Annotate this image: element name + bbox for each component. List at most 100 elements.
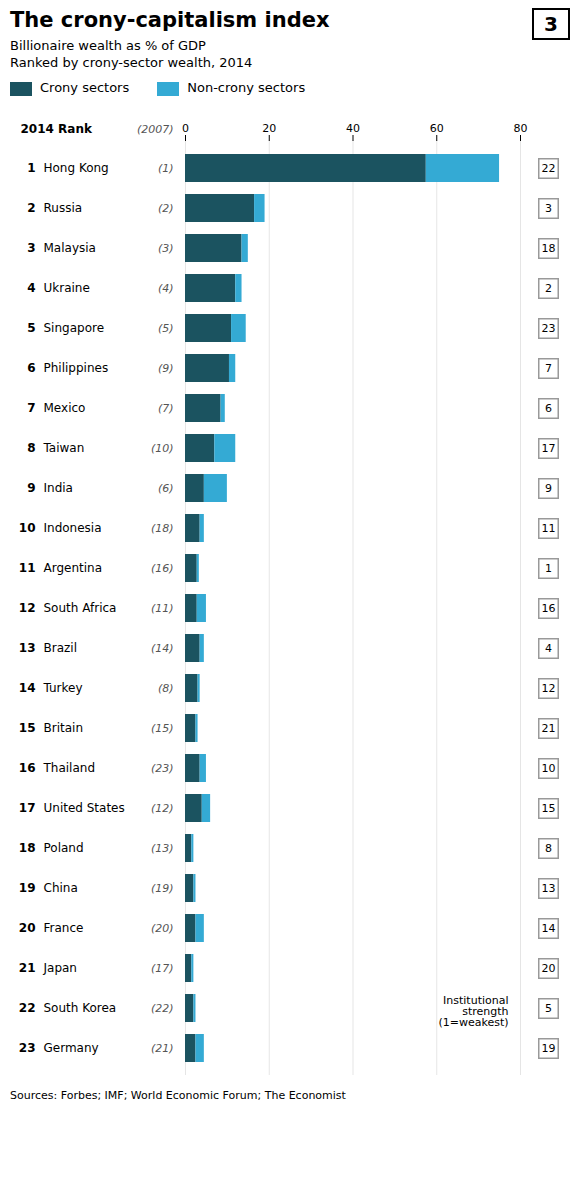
- svg-text:(2007): (2007): [137, 122, 174, 135]
- svg-text:3: 3: [545, 202, 552, 215]
- svg-text:19: 19: [542, 1042, 556, 1055]
- svg-text:9: 9: [545, 482, 552, 495]
- svg-text:80: 80: [514, 121, 528, 134]
- svg-text:Taiwan: Taiwan: [43, 441, 85, 455]
- svg-text:(7): (7): [158, 402, 174, 415]
- svg-text:South Africa: South Africa: [44, 601, 117, 615]
- svg-text:3: 3: [27, 241, 35, 255]
- svg-text:(4): (4): [158, 282, 174, 295]
- svg-text:0: 0: [182, 121, 189, 134]
- svg-text:23: 23: [542, 322, 556, 335]
- svg-text:13: 13: [19, 641, 36, 655]
- svg-text:China: China: [44, 881, 78, 895]
- svg-text:(10): (10): [151, 442, 174, 455]
- svg-text:20: 20: [542, 962, 556, 975]
- svg-text:5: 5: [27, 321, 35, 335]
- svg-text:Japan: Japan: [43, 961, 77, 975]
- svg-text:(5): (5): [158, 322, 174, 335]
- svg-text:Germany: Germany: [44, 1041, 99, 1055]
- svg-text:13: 13: [542, 882, 556, 895]
- svg-text:Russia: Russia: [44, 201, 83, 215]
- svg-text:(22): (22): [151, 1002, 174, 1015]
- svg-text:Indonesia: Indonesia: [44, 521, 102, 535]
- svg-text:India: India: [44, 481, 73, 495]
- svg-text:(16): (16): [151, 562, 174, 575]
- svg-text:8: 8: [27, 441, 35, 455]
- svg-text:21: 21: [542, 722, 556, 735]
- svg-text:Poland: Poland: [44, 841, 84, 855]
- svg-text:8: 8: [545, 842, 552, 855]
- svg-text:15: 15: [542, 802, 556, 815]
- svg-text:Turkey: Turkey: [43, 681, 83, 695]
- svg-text:4: 4: [27, 281, 35, 295]
- svg-text:Ukraine: Ukraine: [44, 281, 90, 295]
- svg-text:Argentina: Argentina: [44, 561, 103, 575]
- svg-text:5: 5: [545, 1002, 552, 1015]
- svg-text:7: 7: [27, 401, 35, 415]
- svg-text:(14): (14): [151, 642, 174, 655]
- svg-text:South Korea: South Korea: [44, 1001, 117, 1015]
- svg-text:2014 Rank: 2014 Rank: [21, 121, 93, 135]
- svg-text:(2): (2): [158, 202, 174, 215]
- svg-text:22: 22: [19, 1001, 36, 1015]
- svg-text:(23): (23): [151, 762, 174, 775]
- svg-text:11: 11: [19, 561, 36, 575]
- svg-text:(20): (20): [151, 922, 174, 935]
- svg-text:22: 22: [542, 162, 556, 175]
- svg-text:7: 7: [545, 362, 552, 375]
- svg-text:10: 10: [542, 762, 556, 775]
- svg-text:2: 2: [27, 201, 35, 215]
- svg-text:16: 16: [542, 602, 556, 615]
- svg-text:(3): (3): [158, 242, 174, 255]
- svg-text:11: 11: [542, 522, 556, 535]
- svg-text:(12): (12): [151, 802, 174, 815]
- svg-text:16: 16: [19, 761, 36, 775]
- svg-text:Thailand: Thailand: [43, 761, 96, 775]
- svg-text:6: 6: [545, 402, 552, 415]
- svg-text:2: 2: [545, 282, 552, 295]
- svg-text:9: 9: [27, 481, 35, 495]
- svg-text:Institutionalstrength(1=weakes: Institutionalstrength(1=weakest): [438, 993, 508, 1028]
- svg-text:60: 60: [430, 121, 444, 134]
- svg-text:(8): (8): [158, 682, 174, 695]
- svg-text:(18): (18): [151, 522, 174, 535]
- svg-text:Hong Kong: Hong Kong: [44, 161, 109, 175]
- svg-text:United States: United States: [44, 801, 125, 815]
- svg-text:40: 40: [346, 121, 360, 134]
- svg-text:(21): (21): [151, 1042, 174, 1055]
- svg-text:14: 14: [542, 922, 556, 935]
- svg-text:4: 4: [545, 642, 552, 655]
- svg-text:19: 19: [19, 881, 36, 895]
- svg-text:1: 1: [545, 562, 552, 575]
- svg-text:Mexico: Mexico: [44, 401, 86, 415]
- svg-text:Malaysia: Malaysia: [44, 241, 96, 255]
- svg-text:(6): (6): [158, 482, 174, 495]
- svg-text:(15): (15): [151, 722, 174, 735]
- svg-text:18: 18: [542, 242, 556, 255]
- svg-text:Britain: Britain: [44, 721, 84, 735]
- svg-text:(13): (13): [151, 842, 174, 855]
- svg-text:18: 18: [19, 841, 36, 855]
- svg-text:21: 21: [19, 961, 36, 975]
- svg-text:14: 14: [19, 681, 36, 695]
- svg-text:10: 10: [19, 521, 36, 535]
- svg-text:Singapore: Singapore: [44, 321, 105, 335]
- svg-text:(11): (11): [151, 602, 174, 615]
- svg-text:(9): (9): [158, 362, 174, 375]
- svg-text:23: 23: [19, 1041, 36, 1055]
- svg-text:12: 12: [19, 601, 36, 615]
- svg-text:Philippines: Philippines: [44, 361, 109, 375]
- svg-text:15: 15: [19, 721, 36, 735]
- svg-text:(1): (1): [158, 162, 174, 175]
- svg-text:France: France: [44, 921, 84, 935]
- svg-text:12: 12: [542, 682, 556, 695]
- svg-text:17: 17: [19, 801, 36, 815]
- svg-text:20: 20: [262, 121, 276, 134]
- svg-text:Brazil: Brazil: [44, 641, 78, 655]
- svg-text:(19): (19): [151, 882, 174, 895]
- svg-text:1: 1: [27, 161, 35, 175]
- svg-text:17: 17: [542, 442, 556, 455]
- svg-text:20: 20: [19, 921, 36, 935]
- svg-text:(17): (17): [151, 962, 174, 975]
- svg-text:6: 6: [27, 361, 35, 375]
